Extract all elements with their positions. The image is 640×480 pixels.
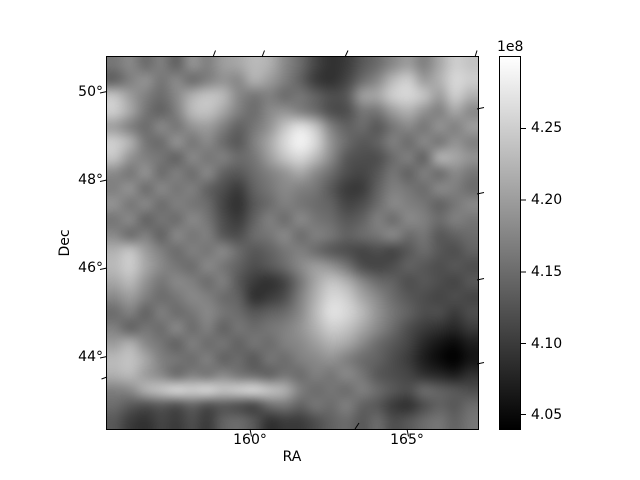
y-tick-label-48: 48°	[78, 172, 103, 188]
colorbar-gradient	[500, 57, 520, 429]
colorbar-tick-label: 4.15	[531, 264, 563, 280]
y-axis-label: Dec	[57, 229, 73, 257]
y-tick-label-44: 44°	[78, 349, 103, 365]
y-tick-label-46: 46°	[78, 260, 103, 276]
colorbar	[499, 56, 521, 430]
right-tick-mark	[476, 362, 485, 365]
x-tick-label-165: 165°	[390, 432, 424, 448]
right-tick-mark	[476, 278, 485, 281]
colorbar-tick-label: 4.25	[531, 120, 563, 136]
sky-map-heatmap	[107, 57, 478, 429]
x-axis-label: RA	[282, 449, 302, 465]
colorbar-tick-label: 4.20	[531, 192, 563, 208]
x-tick-label-160: 160°	[233, 432, 267, 448]
right-tick-mark	[476, 107, 485, 110]
right-tick-mark	[476, 192, 485, 195]
y-tick-label-50: 50°	[78, 84, 103, 100]
colorbar-offset-label: 1e8	[497, 39, 524, 55]
colorbar-tick-label: 4.05	[531, 407, 563, 423]
colorbar-tick-label: 4.10	[531, 336, 563, 352]
